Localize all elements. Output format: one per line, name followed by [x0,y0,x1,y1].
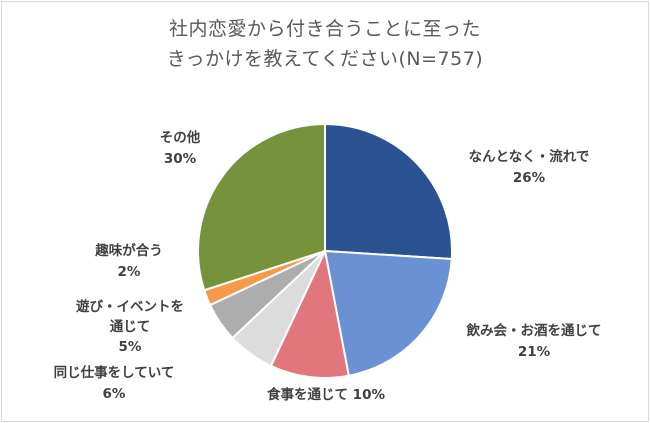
label-asobi-event: 遊び・イベントを 通じて 5% [60,297,200,357]
label-text: その他 [159,130,201,146]
label-percent: 26% [512,170,546,186]
chart-title: 社内恋愛から付き合うことに至った きっかけを教えてください(N=757) [0,14,650,74]
pie-slice [324,123,453,260]
label-percent: 5% [118,339,142,355]
label-shumi: 趣味が合う 2% [74,241,184,283]
label-percent: 30% [163,151,197,167]
label-sonota: その他 30% [140,128,220,170]
label-onaji-shigoto: 同じ仕事をしていて 6% [44,363,184,405]
label-text: 趣味が合う [95,243,163,259]
label-text: 飲み会・お酒を通じて [466,323,602,339]
label-text: 同じ仕事をしていて [53,365,175,381]
label-percent: 2% [117,264,141,280]
label-percent: 21% [517,344,551,360]
label-text: 遊び・イベントを [76,299,184,315]
chart-title-line2: きっかけを教えてください(N=757) [166,48,484,70]
label-nomikai: 飲み会・お酒を通じて 21% [424,321,644,363]
label-percent: 6% [102,386,126,402]
label-nantonaku: なんとなく・流れで 26% [424,147,634,189]
pie-slice [197,123,326,292]
label-text-2: 通じて [109,319,151,335]
chart-title-line1: 社内恋愛から付き合うことに至った [168,18,481,40]
label-shokuji: 食事を通じて 10% [236,385,416,406]
label-text: 食事を通じて 10% [266,387,385,403]
pie-slice [324,250,453,377]
pie-slice [269,250,350,379]
label-text: なんとなく・流れで [468,149,590,165]
